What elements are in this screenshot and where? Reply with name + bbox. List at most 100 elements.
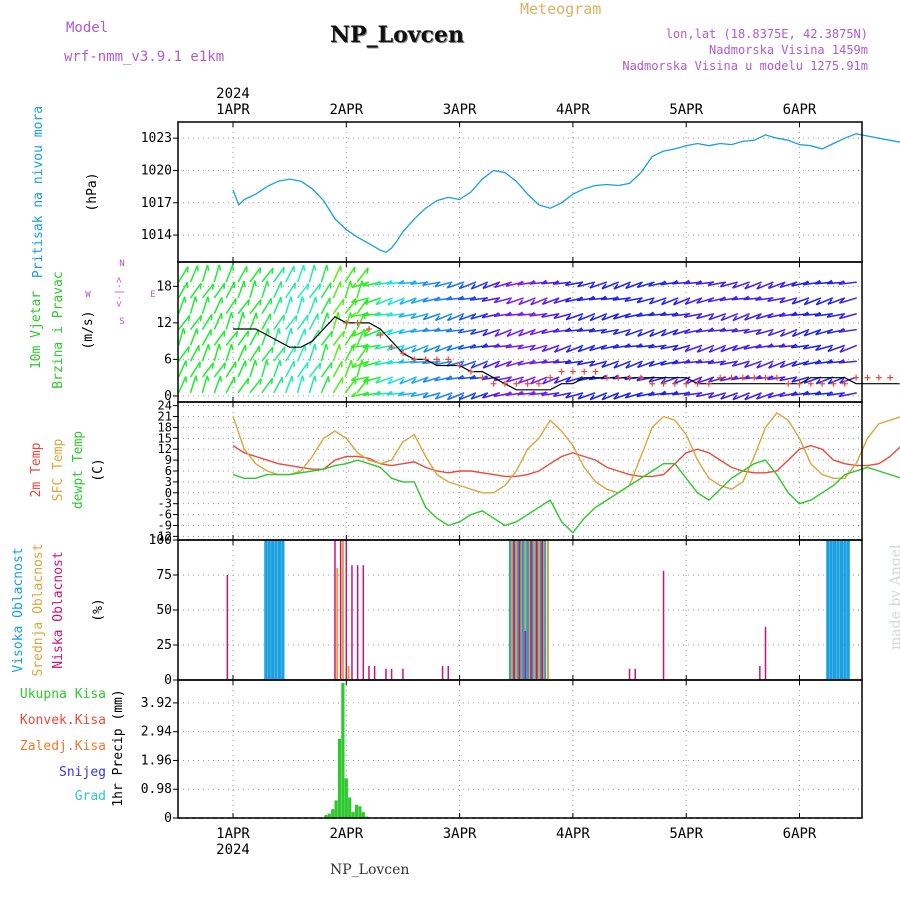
wind-arrow-head (350, 343, 357, 348)
wind-arrow-head (446, 315, 452, 322)
wind-arrow-head (719, 327, 726, 332)
year-label-bottom: 2024 (216, 842, 250, 858)
wind-arrow (411, 344, 429, 353)
wind-arrow (458, 313, 477, 321)
wind-arrow (261, 313, 272, 330)
x-tick-label-bottom: 1APR (216, 826, 250, 842)
wind-arrow (213, 375, 222, 394)
wind-arrow (374, 344, 393, 350)
wind-arrow-head (398, 312, 404, 318)
wind-arrow-head (540, 358, 547, 364)
wind-arrow-head (445, 295, 452, 301)
wind-arrow-head (744, 283, 750, 290)
wind-arrow-head (779, 297, 785, 304)
wind-arrow-head (684, 346, 690, 352)
wind-arrow (470, 360, 489, 369)
wind-arrow (296, 296, 304, 314)
wind-arrow (482, 360, 501, 369)
wind-arrow-head (814, 359, 821, 365)
wind-arrow-head (648, 377, 654, 383)
wind-arrow-head (362, 343, 369, 349)
wind-arrow (708, 392, 727, 399)
x-tick-label-top: 5APR (669, 102, 703, 118)
wind-arrow-head (218, 343, 222, 350)
wind-arrow (827, 297, 846, 305)
wind-arrow-head (399, 299, 405, 305)
wind-arrow (249, 312, 257, 330)
y-tick-label-clouds: 25 (156, 638, 172, 653)
wind-arrow (237, 344, 247, 362)
wind-arrow-head (363, 361, 369, 367)
wind-arrow-head (671, 359, 678, 365)
wind-arrow-head (625, 362, 631, 369)
low-cloud-bar (334, 540, 336, 680)
wind-arrow-head (330, 331, 334, 338)
wind-arrow-head (458, 283, 464, 290)
wind-arrow (201, 296, 209, 314)
wind-arrow-head (327, 376, 330, 383)
wind-arrow (213, 362, 226, 378)
wind-arrow (308, 264, 316, 283)
wind-axis-title: 10m Vjetar (29, 291, 44, 369)
wind-arrow-head (306, 314, 309, 321)
x-tick-label-bottom: 3APR (443, 826, 477, 842)
wind-arrow-head (259, 378, 262, 385)
wind-arrow-head (518, 299, 524, 306)
wind-arrow (261, 280, 269, 299)
wind-arrow-head (422, 297, 428, 303)
wind-arrow-head (362, 377, 369, 383)
low-cloud-bar (356, 565, 359, 680)
wind-arrow-head (827, 378, 833, 385)
wind-arrow-head (588, 295, 595, 301)
model-altitude-label: Nadmorska Visina u modelu 1275.91m (622, 59, 868, 73)
wind-arrow-head (374, 311, 381, 317)
wind-arrow (213, 330, 226, 346)
y-tick-label-pressure: 1020 (141, 163, 172, 178)
wind-arrow-head (612, 329, 619, 335)
wind-arrow-head (207, 296, 210, 303)
high-cloud-bar (271, 540, 275, 680)
wind-arrow-head (839, 347, 845, 353)
wind-arrow (601, 281, 620, 290)
wind-arrow-head (446, 282, 452, 289)
wind-arrow-head (541, 391, 547, 396)
low-cloud-bar (513, 540, 515, 680)
wind-arrow (261, 359, 268, 378)
wind-arrow-head (684, 299, 690, 305)
wind-arrow (530, 297, 548, 306)
wind-arrow (518, 328, 536, 337)
wind-arrow-head (624, 343, 631, 348)
y-tick-label-pressure: 1014 (141, 228, 172, 243)
wind-arrow-head (282, 267, 285, 274)
wind-arrow-head (767, 296, 773, 302)
wind-arrow (308, 313, 319, 330)
wind-arrow (237, 280, 245, 299)
wind-arrow-head (601, 362, 607, 368)
wind-arrow (284, 375, 293, 394)
low-cloud-bar (351, 565, 353, 680)
wind-arrow-head (648, 311, 654, 317)
low-cloud-bar (764, 626, 767, 680)
wind-arrow-head (576, 296, 583, 302)
high-cloud-bar (538, 540, 542, 680)
wind-arrow-head (434, 315, 440, 321)
wind-arrow (660, 344, 679, 350)
precip-bar (331, 809, 335, 818)
wind-arrow-head (374, 390, 381, 396)
wind-arrow-head (290, 328, 293, 335)
wind-arrow-head (505, 377, 512, 383)
wind-arrow (494, 360, 512, 369)
wind-arrow-head (600, 344, 607, 350)
wind-arrow (720, 313, 739, 322)
wind-arrow-head (423, 347, 429, 353)
station-title: NP_Lovcen (330, 22, 464, 48)
y-tick-label-wind: 18 (156, 279, 172, 294)
wind-arrow-head (589, 361, 595, 367)
wind-arrow-head (731, 295, 738, 301)
wind-arrow-head (242, 312, 246, 319)
wind-arrow-head (247, 378, 250, 385)
wind-arrow (613, 360, 631, 369)
wind-arrow (827, 344, 846, 353)
wind-arrow-head (719, 376, 726, 382)
wind-arrow-head (375, 330, 381, 337)
